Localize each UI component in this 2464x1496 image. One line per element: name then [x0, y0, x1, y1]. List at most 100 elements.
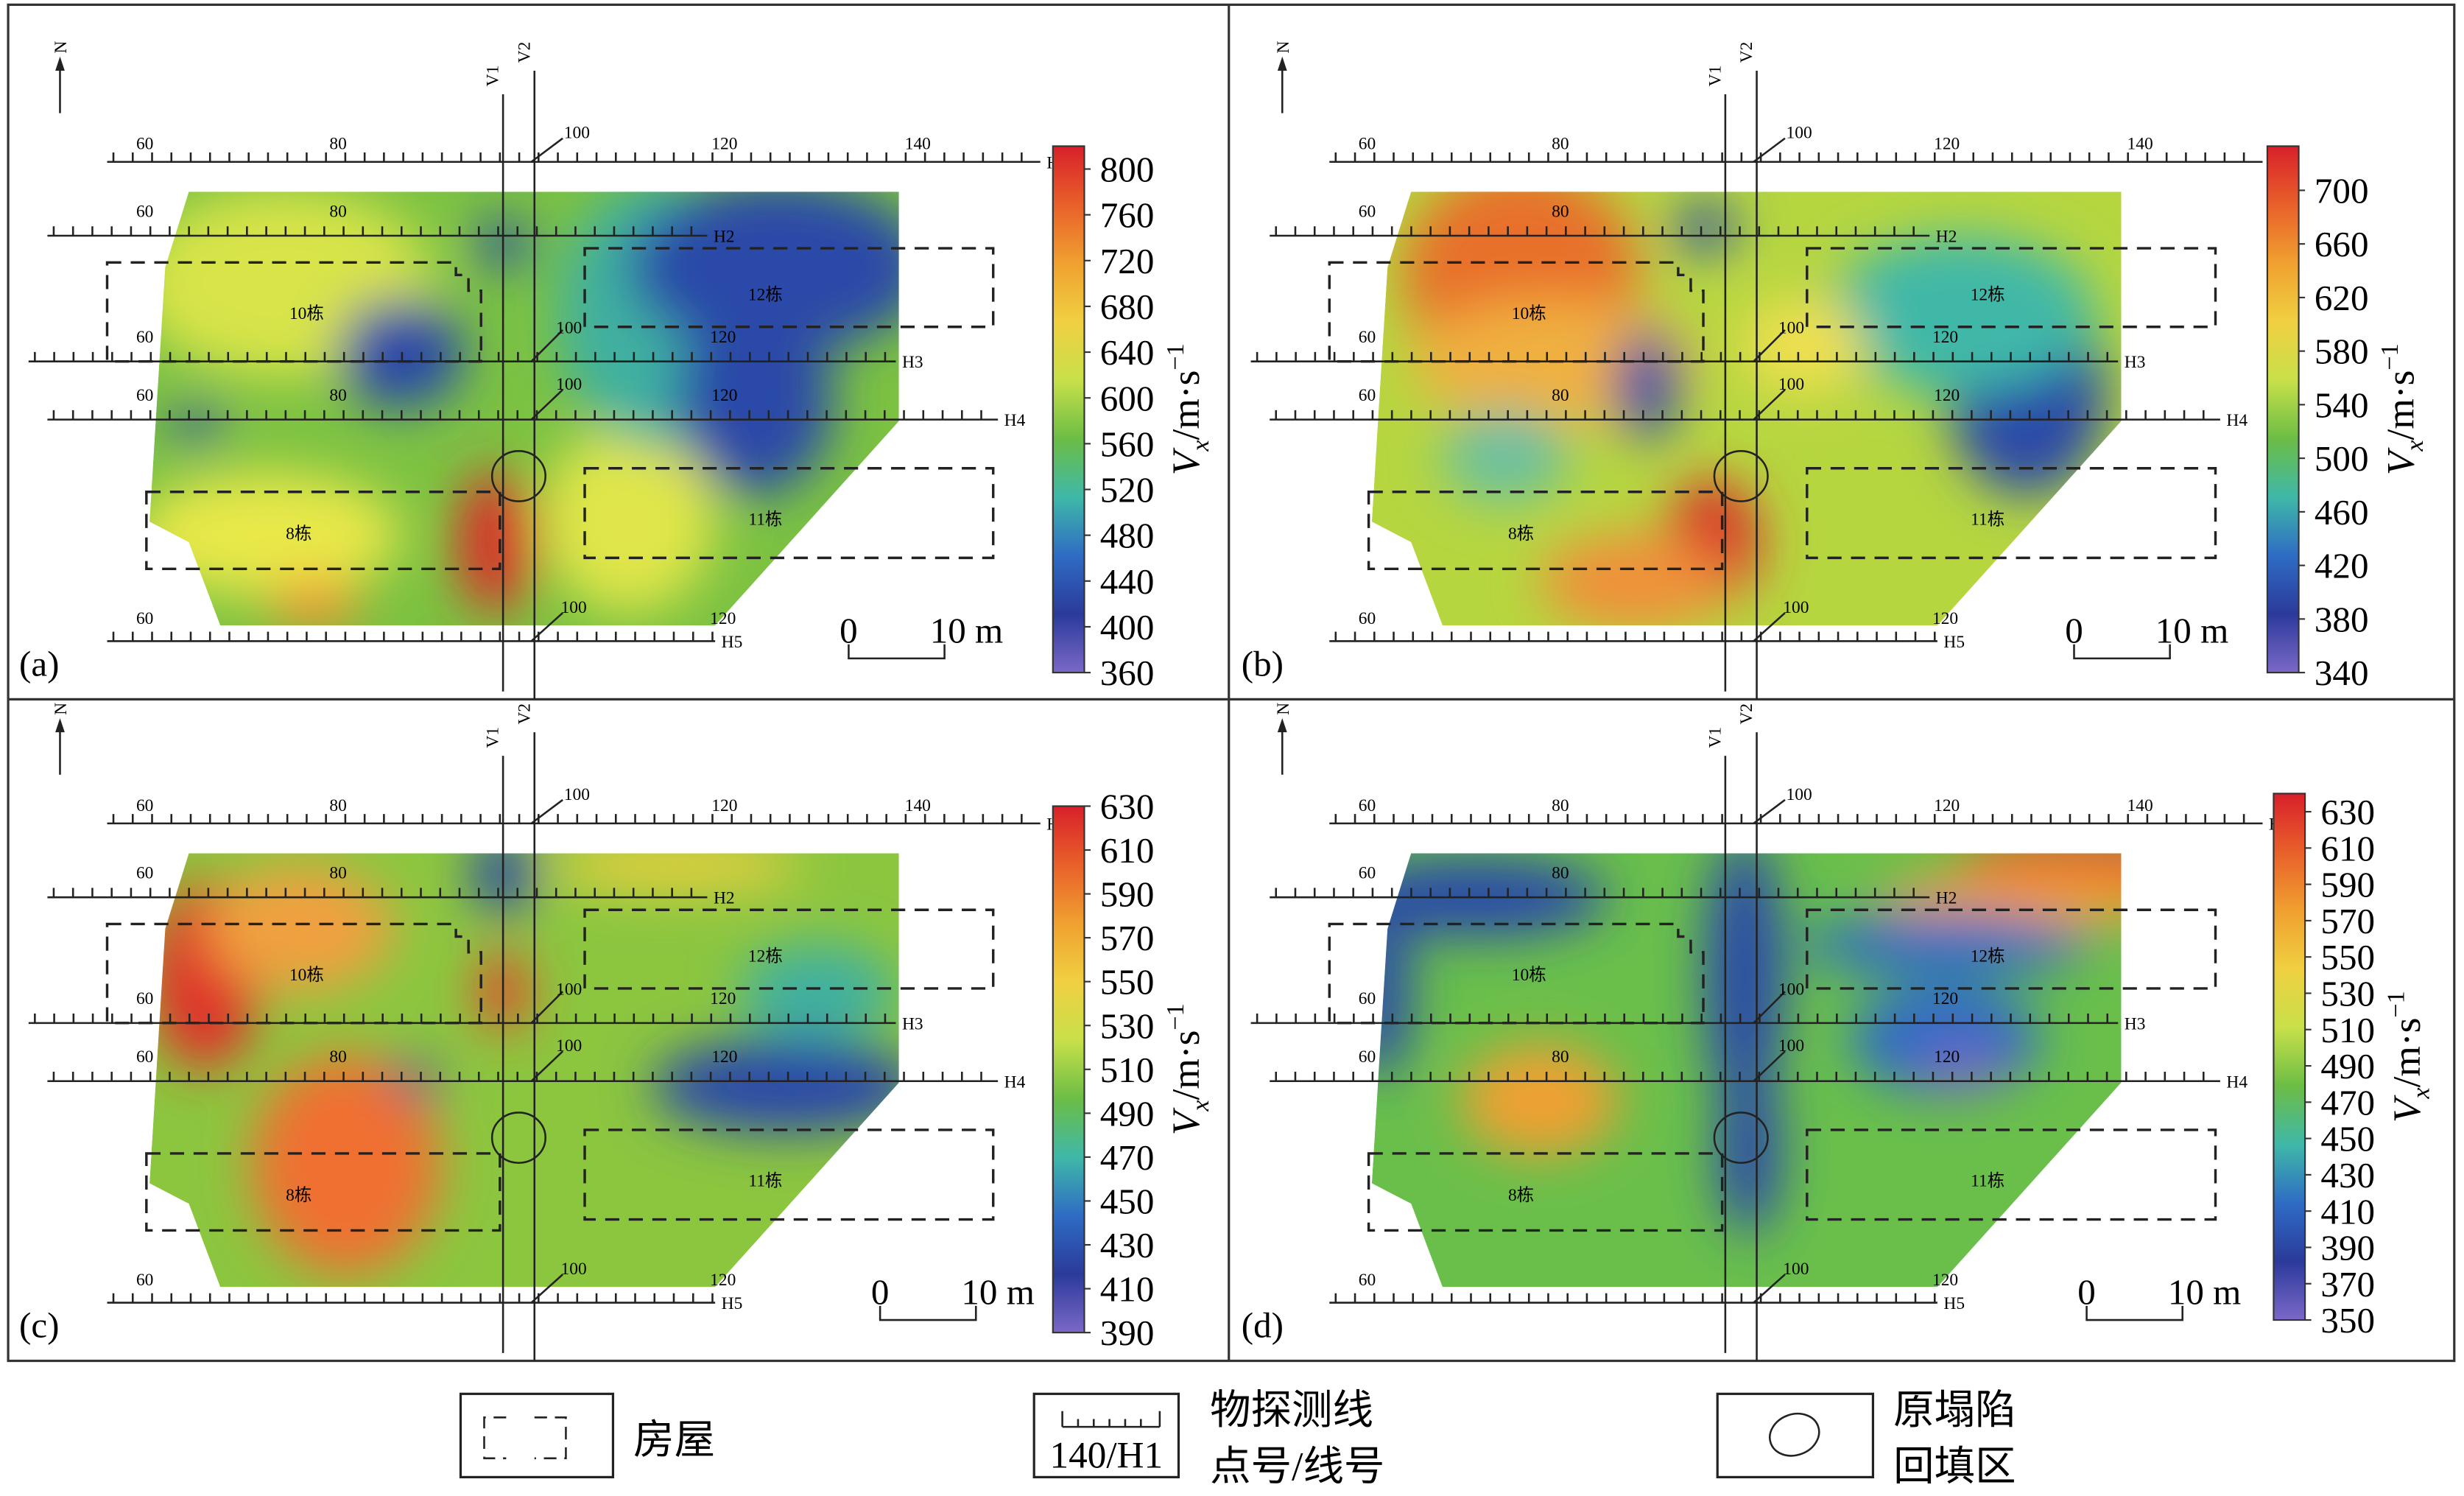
north-head — [55, 56, 65, 71]
colorbar-tick-label: 500 — [2315, 438, 2369, 479]
colorbar — [1052, 145, 1085, 674]
symbol: V — [1164, 447, 1208, 475]
station-label: 140 — [905, 796, 931, 815]
survey-ticks — [1275, 226, 1915, 236]
colorbar-tick-label: 470 — [1100, 1137, 1155, 1178]
house — [583, 908, 995, 990]
connector — [1753, 798, 1786, 824]
connector — [530, 798, 563, 824]
colorbar-tick-label: 370 — [2320, 1264, 2375, 1304]
colorbar-tick-label: 390 — [1100, 1313, 1155, 1353]
line-name: V2 — [515, 703, 534, 725]
legend-label: 回填区 — [1893, 1444, 2016, 1489]
station-label: 120 — [710, 328, 736, 347]
colorbar-tick-label: 630 — [1100, 787, 1155, 827]
subscript: x — [2408, 1087, 2435, 1099]
collapse-symbol — [1769, 1412, 1820, 1457]
colorbar-tick-label: 570 — [2320, 901, 2375, 941]
survey-ticks — [1256, 1014, 2109, 1023]
line-name: V1 — [1706, 66, 1725, 87]
station-label: 60 — [136, 796, 153, 815]
scale-bar — [2085, 1305, 2183, 1321]
house — [1806, 467, 2217, 560]
station-label: 120 — [711, 386, 737, 405]
scale-zero: 0 — [2077, 1272, 2096, 1313]
station-label: 80 — [1552, 386, 1569, 405]
scale-zero: 0 — [839, 611, 858, 651]
colorbar-title: Vx/m·s−1 — [2376, 343, 2429, 475]
connector — [1753, 1274, 1786, 1304]
anomaly — [1882, 868, 2122, 926]
building-label: 10栋 — [289, 965, 324, 985]
colorbar-tick-label: 680 — [1100, 287, 1155, 327]
colorbar-tick-label: 420 — [2315, 546, 2369, 586]
unit: /m·s — [1164, 1030, 1208, 1100]
colorbar-tick-label: 610 — [2320, 828, 2375, 868]
survey-ticks — [1275, 888, 1915, 898]
colorbar-tick-label: 760 — [1100, 195, 1155, 236]
station-label: 120 — [710, 609, 736, 628]
legend-box — [1032, 1392, 1180, 1478]
line-name: H3 — [2125, 1014, 2146, 1033]
station-label: 100 — [556, 980, 582, 999]
colorbar-tick-label: 520 — [1100, 470, 1155, 510]
colorbar-tick-label: 380 — [2315, 599, 2369, 639]
building-label: 12栋 — [1971, 284, 2005, 304]
anomaly — [1803, 913, 2087, 976]
connector — [1753, 1050, 1786, 1082]
line-name: H5 — [1943, 633, 1965, 652]
building-label: 8栋 — [1508, 524, 1534, 544]
station-label: 60 — [136, 609, 153, 628]
station-label: 80 — [329, 135, 346, 154]
building-label: 10栋 — [1512, 303, 1546, 323]
house-symbol — [483, 1416, 567, 1460]
connector — [530, 1274, 564, 1304]
station-label: 140 — [2127, 796, 2153, 815]
station-label: 100 — [1778, 375, 1804, 394]
line-name: H4 — [2226, 411, 2247, 430]
station-label: 80 — [329, 796, 346, 815]
building-label: 8栋 — [286, 1185, 311, 1205]
house — [1328, 922, 1705, 1025]
anomaly — [1540, 534, 1729, 626]
station-label: 100 — [1778, 980, 1804, 999]
anomaly — [1461, 1044, 1619, 1156]
scale-bar — [848, 644, 946, 660]
anomaly — [1827, 236, 2095, 393]
north-label: N — [52, 703, 71, 715]
line-name: H2 — [714, 889, 735, 908]
anomaly — [149, 471, 401, 597]
unit: /m·s — [2378, 371, 2422, 440]
building-label: 10栋 — [289, 303, 324, 323]
station-label: 120 — [711, 1047, 737, 1067]
station-label: 80 — [1552, 796, 1569, 815]
scale-bar — [2073, 644, 2171, 660]
station-label: 100 — [1783, 1260, 1809, 1279]
house — [583, 247, 995, 329]
anomaly — [1717, 1062, 1781, 1235]
station-label: 60 — [136, 328, 153, 347]
station-label: 140 — [905, 135, 931, 154]
scale-zero: 0 — [871, 1272, 890, 1313]
subscript: x — [1187, 440, 1214, 452]
line-name: V1 — [1706, 727, 1725, 748]
station-label: 60 — [1359, 202, 1376, 221]
subscript: x — [1187, 1100, 1214, 1112]
collapse-zone — [490, 1112, 546, 1164]
field-blobs — [149, 853, 899, 1275]
panel: 10栋12栋8栋11栋H1H2H3H4H5V1V2608012014010060… — [19, 41, 1214, 700]
station-label: 60 — [136, 135, 153, 154]
building-label: 8栋 — [1508, 1185, 1534, 1205]
station-label: 120 — [1934, 796, 1960, 815]
colorbar-tick-label: 620 — [2315, 278, 2369, 318]
field — [1371, 192, 2122, 626]
scale-length: 10 m — [2155, 611, 2228, 651]
unit: /m·s — [1164, 371, 1208, 440]
survey-ticks — [112, 152, 1023, 162]
anomaly — [393, 1062, 440, 1094]
station-label: 120 — [1932, 328, 1958, 347]
line-name: V2 — [515, 42, 534, 63]
station-label: 60 — [1359, 609, 1376, 628]
station-label: 100 — [1787, 124, 1812, 143]
station-label: 120 — [1934, 386, 1960, 405]
